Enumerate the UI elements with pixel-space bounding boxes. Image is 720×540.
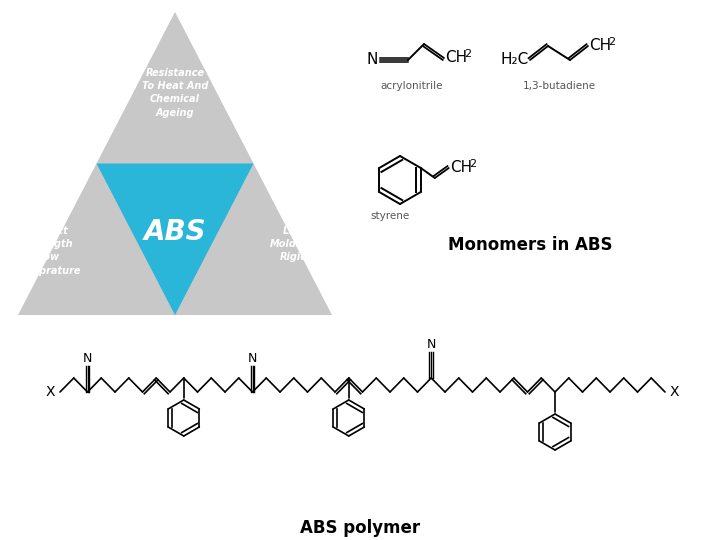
Text: Monomers in ABS: Monomers in ABS (448, 236, 612, 254)
Text: 2: 2 (464, 49, 471, 59)
Text: X: X (45, 385, 55, 399)
Text: ABS: ABS (144, 218, 207, 246)
Text: acrylonitrile: acrylonitrile (381, 81, 444, 91)
Text: CH: CH (450, 160, 472, 176)
Text: N: N (426, 339, 436, 352)
Polygon shape (96, 164, 253, 315)
Text: High
Impact
Strength
Low
Temprature: High Impact Strength Low Temprature (17, 213, 81, 275)
Text: CH: CH (589, 38, 611, 53)
Text: 2: 2 (608, 37, 615, 47)
Text: H₂C: H₂C (500, 52, 529, 68)
Text: CH: CH (445, 51, 467, 65)
Text: N: N (366, 52, 378, 68)
Text: X: X (670, 385, 680, 399)
Polygon shape (18, 12, 332, 315)
Text: Lustre
Moldability
Rigidity: Lustre Moldability Rigidity (270, 226, 332, 262)
Text: 2: 2 (469, 159, 476, 169)
Text: 1,3-butadiene: 1,3-butadiene (523, 81, 595, 91)
Text: styrene: styrene (370, 211, 410, 221)
Text: Resistance
To Heat And
Chemical
Ageing: Resistance To Heat And Chemical Ageing (142, 68, 208, 118)
Text: ABS polymer: ABS polymer (300, 519, 420, 537)
Text: N: N (83, 353, 92, 366)
Text: N: N (248, 353, 257, 366)
